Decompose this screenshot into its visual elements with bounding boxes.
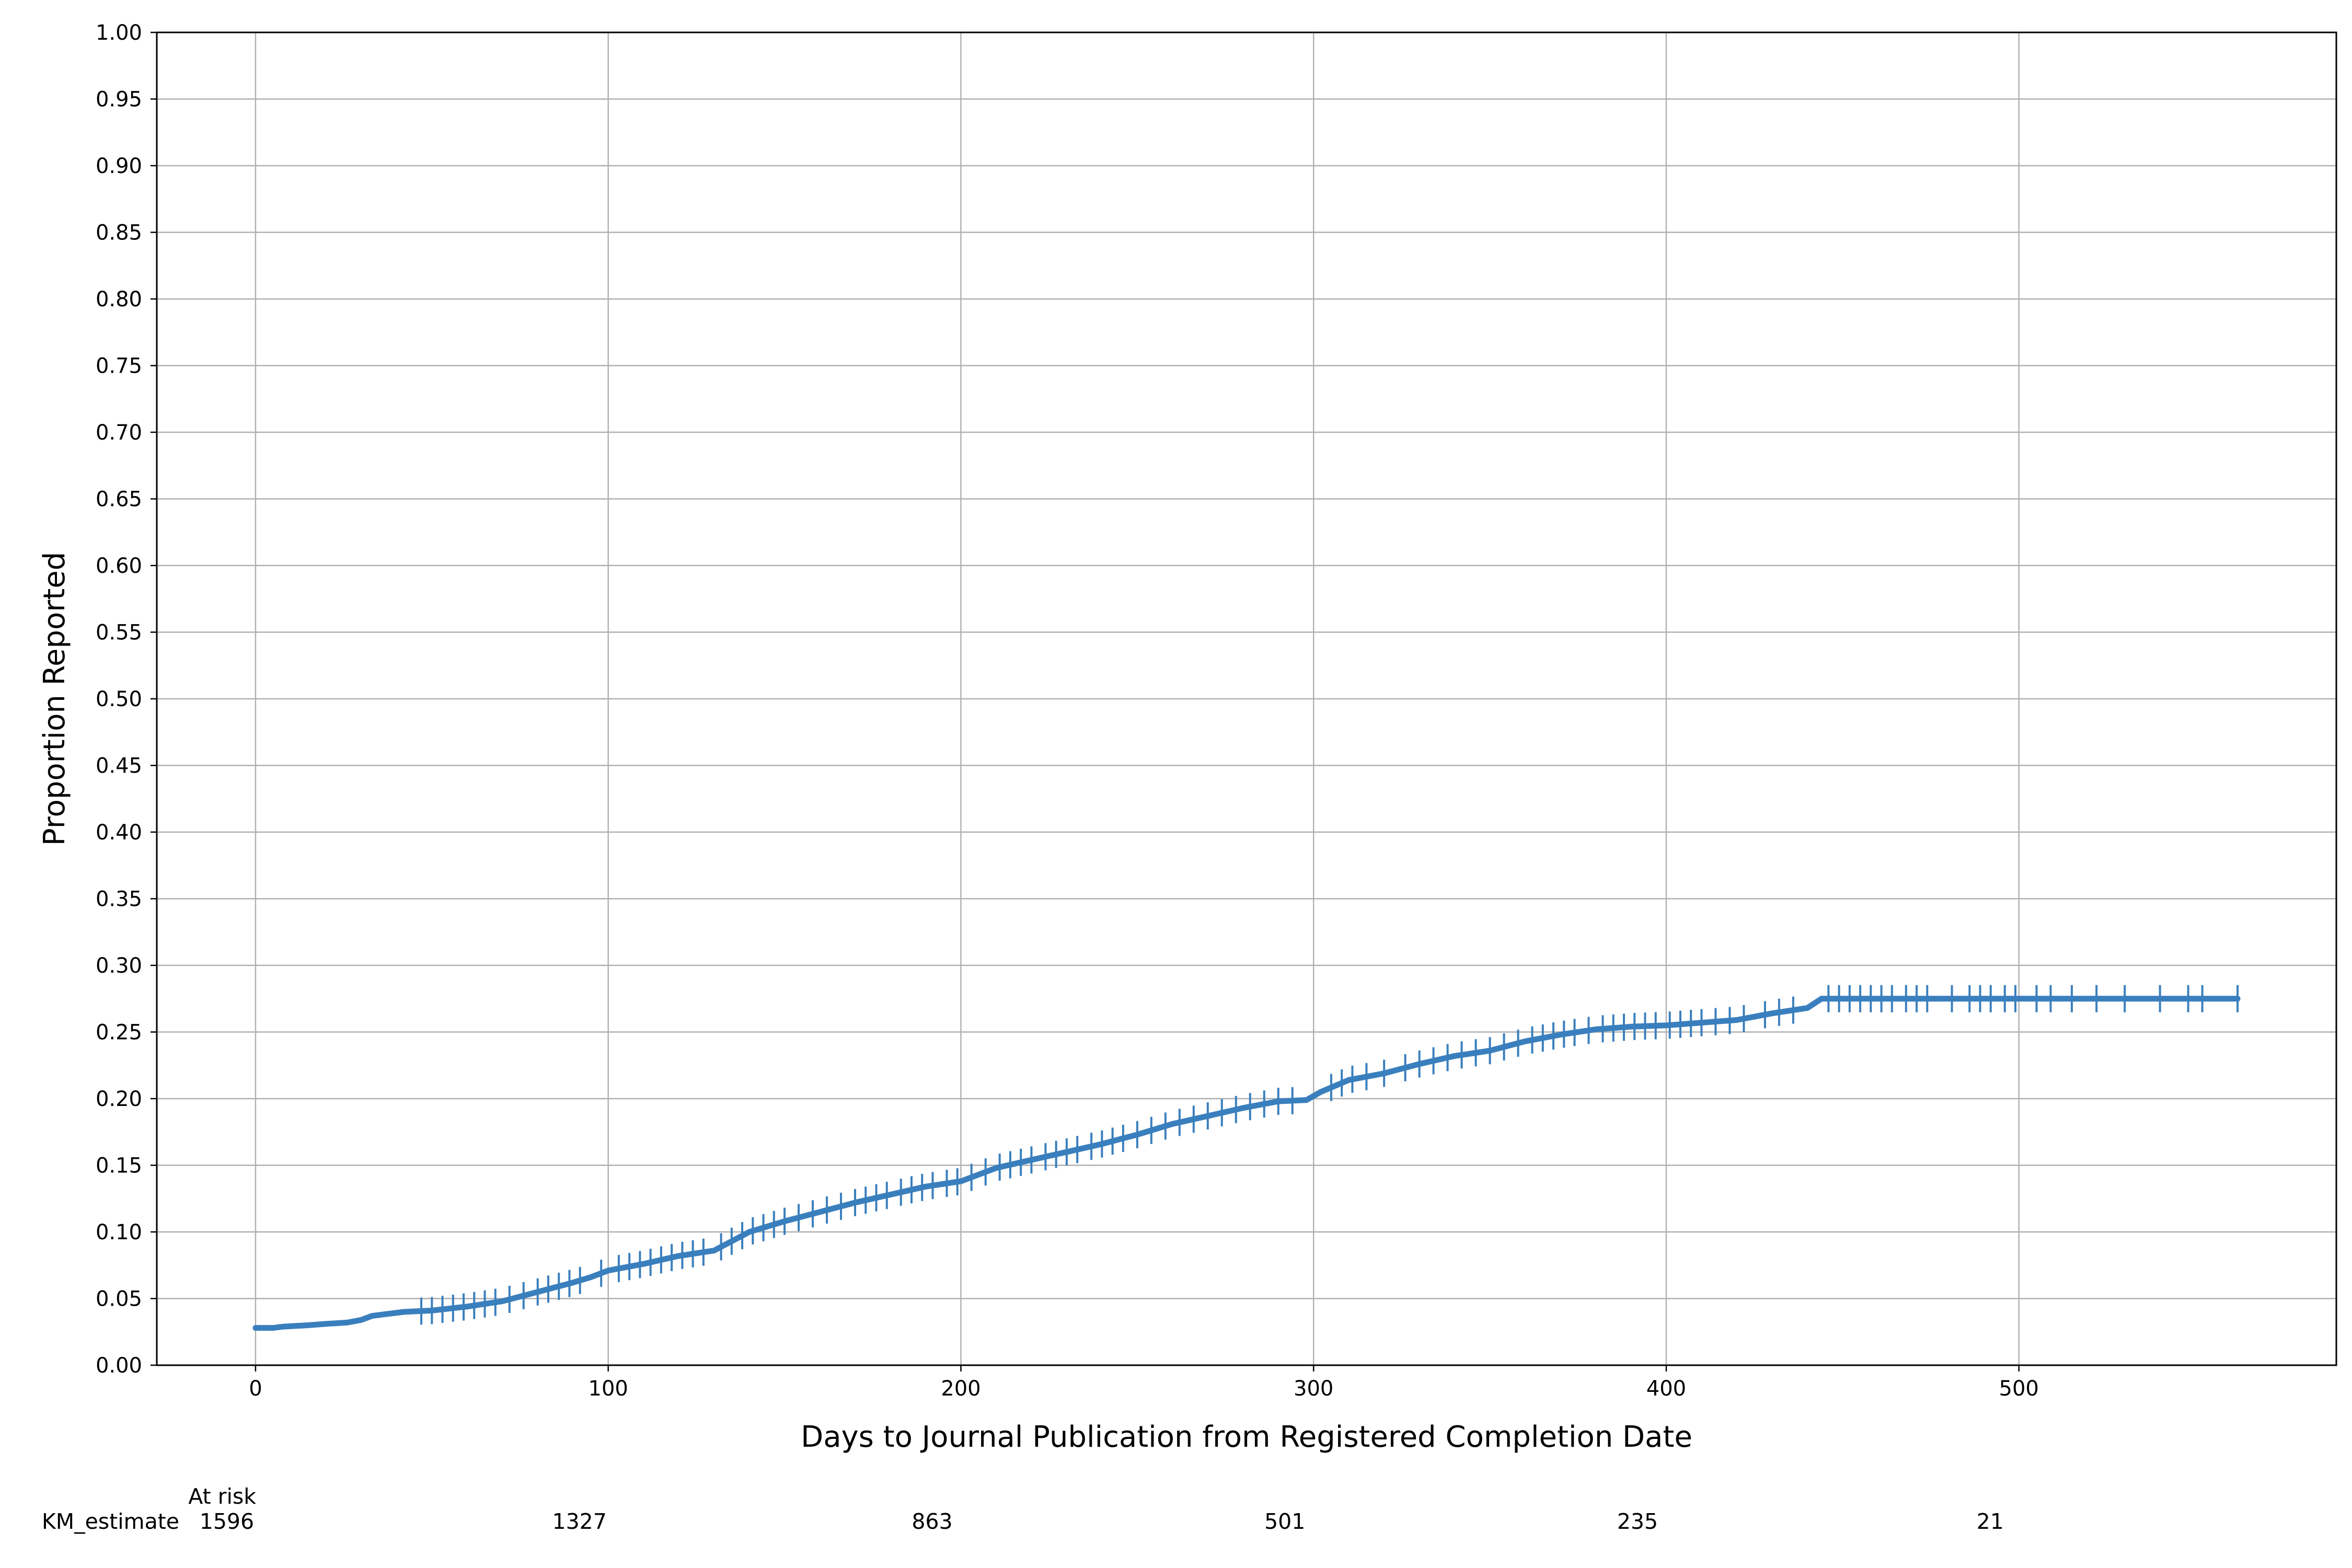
y-tick-label: 0.95	[96, 88, 142, 112]
y-axis: 0.00 0.05 0.10 0.15 0.20 0.25 0.30 0.35 0.40 0.45…	[96, 21, 157, 1378]
x-tick-label: 500	[1999, 1377, 2039, 1401]
at-risk-count: 501	[1264, 1509, 1305, 1534]
y-tick-label: 0.40	[96, 821, 142, 845]
at-risk-header: At risk	[188, 1484, 256, 1509]
y-tick-label: 0.25	[96, 1021, 142, 1045]
at-risk-count: 21	[1977, 1509, 2004, 1534]
x-tick-label: 0	[249, 1377, 262, 1401]
at-risk-count: 863	[912, 1509, 952, 1534]
y-tick-label: 0.70	[96, 421, 142, 445]
y-tick-label: 0.50	[96, 687, 142, 711]
y-tick-label: 0.30	[96, 954, 142, 978]
at-risk-series-label: KM_estimate	[42, 1509, 179, 1534]
y-tick-label: 0.90	[96, 154, 142, 178]
series-layer	[252, 985, 2241, 1331]
y-tick-label: 0.45	[96, 754, 142, 778]
y-tick-label: 0.05	[96, 1287, 142, 1311]
grid	[157, 31, 2336, 1366]
at-risk-count: 1596	[200, 1509, 254, 1534]
x-tick-label: 200	[941, 1377, 981, 1401]
x-tick-label: 400	[1646, 1377, 1686, 1401]
y-tick-label: 0.60	[96, 554, 142, 578]
y-tick-label: 0.15	[96, 1154, 142, 1178]
y-tick-label: 1.00	[96, 21, 142, 45]
y-tick-label: 0.35	[96, 887, 142, 912]
at-risk-count: 1327	[552, 1509, 607, 1534]
x-tick-label: 100	[589, 1377, 628, 1401]
y-tick-label: 0.80	[96, 287, 142, 312]
at-risk-count: 235	[1617, 1509, 1658, 1534]
y-tick-label: 0.55	[96, 621, 142, 645]
y-tick-label: 0.75	[96, 354, 142, 378]
x-axis-label: Days to Journal Publication from Registe…	[801, 1420, 1692, 1454]
y-tick-label: 0.65	[96, 488, 142, 512]
at-risk-table: 1596 1327 863 501 235 21	[200, 1509, 2004, 1534]
y-tick-label: 0.10	[96, 1220, 142, 1244]
y-axis-label: Proportion Reported	[38, 552, 72, 846]
y-tick-label: 0.85	[96, 221, 142, 245]
y-tick-label: 0.00	[96, 1354, 142, 1378]
x-tick-label: 300	[1294, 1377, 1333, 1401]
km-estimate-line	[252, 996, 2241, 1331]
y-tick-label: 0.20	[96, 1087, 142, 1111]
x-axis: 0 100 200 300 400 500	[249, 1365, 2039, 1401]
